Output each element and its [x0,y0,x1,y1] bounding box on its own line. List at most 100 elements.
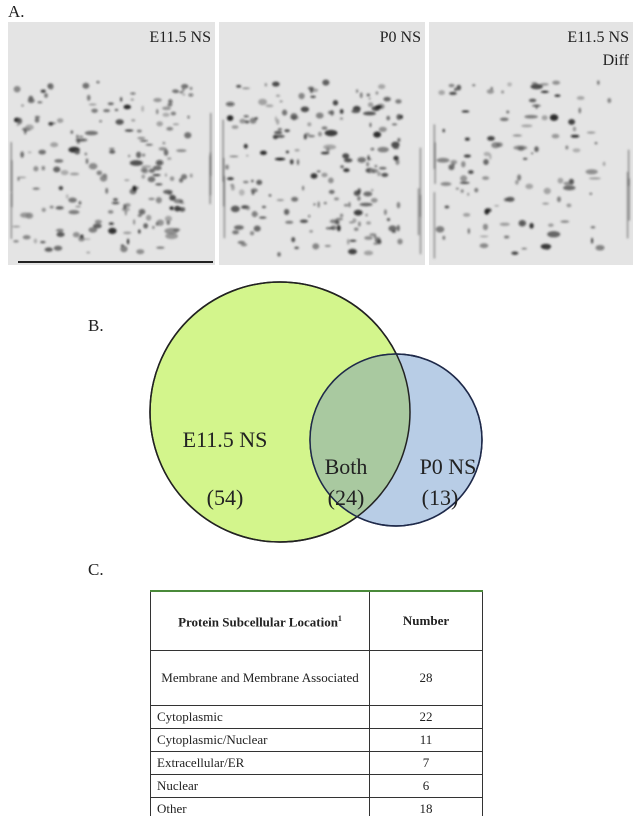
gel-spot [58,186,64,191]
gel-spot [442,128,446,133]
gel-spot [130,92,136,95]
gel-spot [69,172,80,176]
gel-spot [230,205,240,213]
gel-spot [70,130,74,134]
gel-spot [119,97,123,102]
gel-spot [517,174,522,181]
gel-spot [444,205,450,209]
gel-spot [145,214,152,221]
gel-streak [627,149,630,186]
gel-spot [114,108,119,112]
gel-spot [463,154,471,158]
gel-spot [82,82,90,89]
gel-spot [366,161,369,167]
gel-spot [323,201,327,205]
gel-spot [141,174,146,179]
gel-spot [484,208,492,213]
gel-spot [171,206,174,211]
gel-spot [91,108,98,113]
gel-spot [33,238,38,244]
gel-spot [156,108,159,115]
gel-spot [590,225,596,229]
gel-spot [272,134,279,140]
gel-spot [451,162,455,167]
gel-spot [343,203,349,207]
table-row: Nuclear 6 [150,774,483,798]
gel-spot [375,91,379,95]
gel-spot [330,109,335,116]
gel-spot [440,182,452,186]
gel-spot [436,157,450,163]
gel-spot [479,243,489,249]
gel-spot [357,157,367,163]
venn-count: (13) [422,485,459,510]
gel-spot [88,163,98,170]
venn-label: Both [325,454,368,479]
gel-spot [378,84,386,90]
gel-spot [240,243,248,247]
gel-spot [105,187,109,194]
gel-spot [155,183,163,186]
gel-spot [332,100,339,106]
gel-spot [156,219,164,226]
gel-spot [21,104,24,107]
gel-spot [366,221,371,225]
gel-spot [137,229,141,234]
gel-spot [107,102,114,106]
gel-spot [60,169,69,176]
gel-spot [277,127,283,131]
gel-spot [169,176,175,182]
gel-spot [230,184,235,191]
gel-spot [124,179,130,182]
number-cell: 7 [369,751,483,775]
gel-spot [162,141,166,145]
gel-streak [433,124,436,169]
gel-spot [171,89,179,93]
gel-spot [141,153,146,157]
gel-spot [521,247,527,250]
gel-spot [241,87,251,90]
gel-spot [363,111,376,116]
gel-spot [16,117,23,125]
gel-spot [130,98,134,101]
gel-spot [511,251,519,255]
gel-spot [148,168,155,173]
gel-spot [275,134,285,138]
gel-spot [84,130,99,136]
gel-spot [83,238,91,240]
number-cell: 28 [369,650,483,706]
gel-spot [467,228,471,234]
gel-spots [222,79,422,257]
gel-spot [329,219,339,224]
gel-spot [24,128,27,135]
venn-outline [149,281,411,543]
gel-spot [371,169,376,174]
gel-spot [78,135,84,138]
gel-spot [356,89,359,93]
gel-spot [172,228,181,232]
gel-spot [265,104,274,108]
gel-spot [366,93,371,97]
gel-edge [18,261,213,263]
gel-spot [594,141,598,145]
gel-spot [313,203,316,206]
gel-spot [27,151,32,154]
gel-spots [10,81,212,255]
gel-spot [140,167,148,173]
gel-spot [494,204,500,207]
venn-label: P0 NS [420,454,477,479]
gel-spot [368,97,371,100]
gel-streak [222,157,225,207]
gel-spot [572,148,581,153]
gel-spot [111,201,120,205]
gel-spot [148,197,155,201]
gel-spot [391,123,398,126]
gel-spot [435,226,445,233]
gel-spot [169,194,176,201]
gel-spot [296,159,300,166]
gel-spot [123,203,127,210]
gel-spot [68,197,77,203]
gel-spot [343,168,350,173]
gel-spot [291,196,299,202]
